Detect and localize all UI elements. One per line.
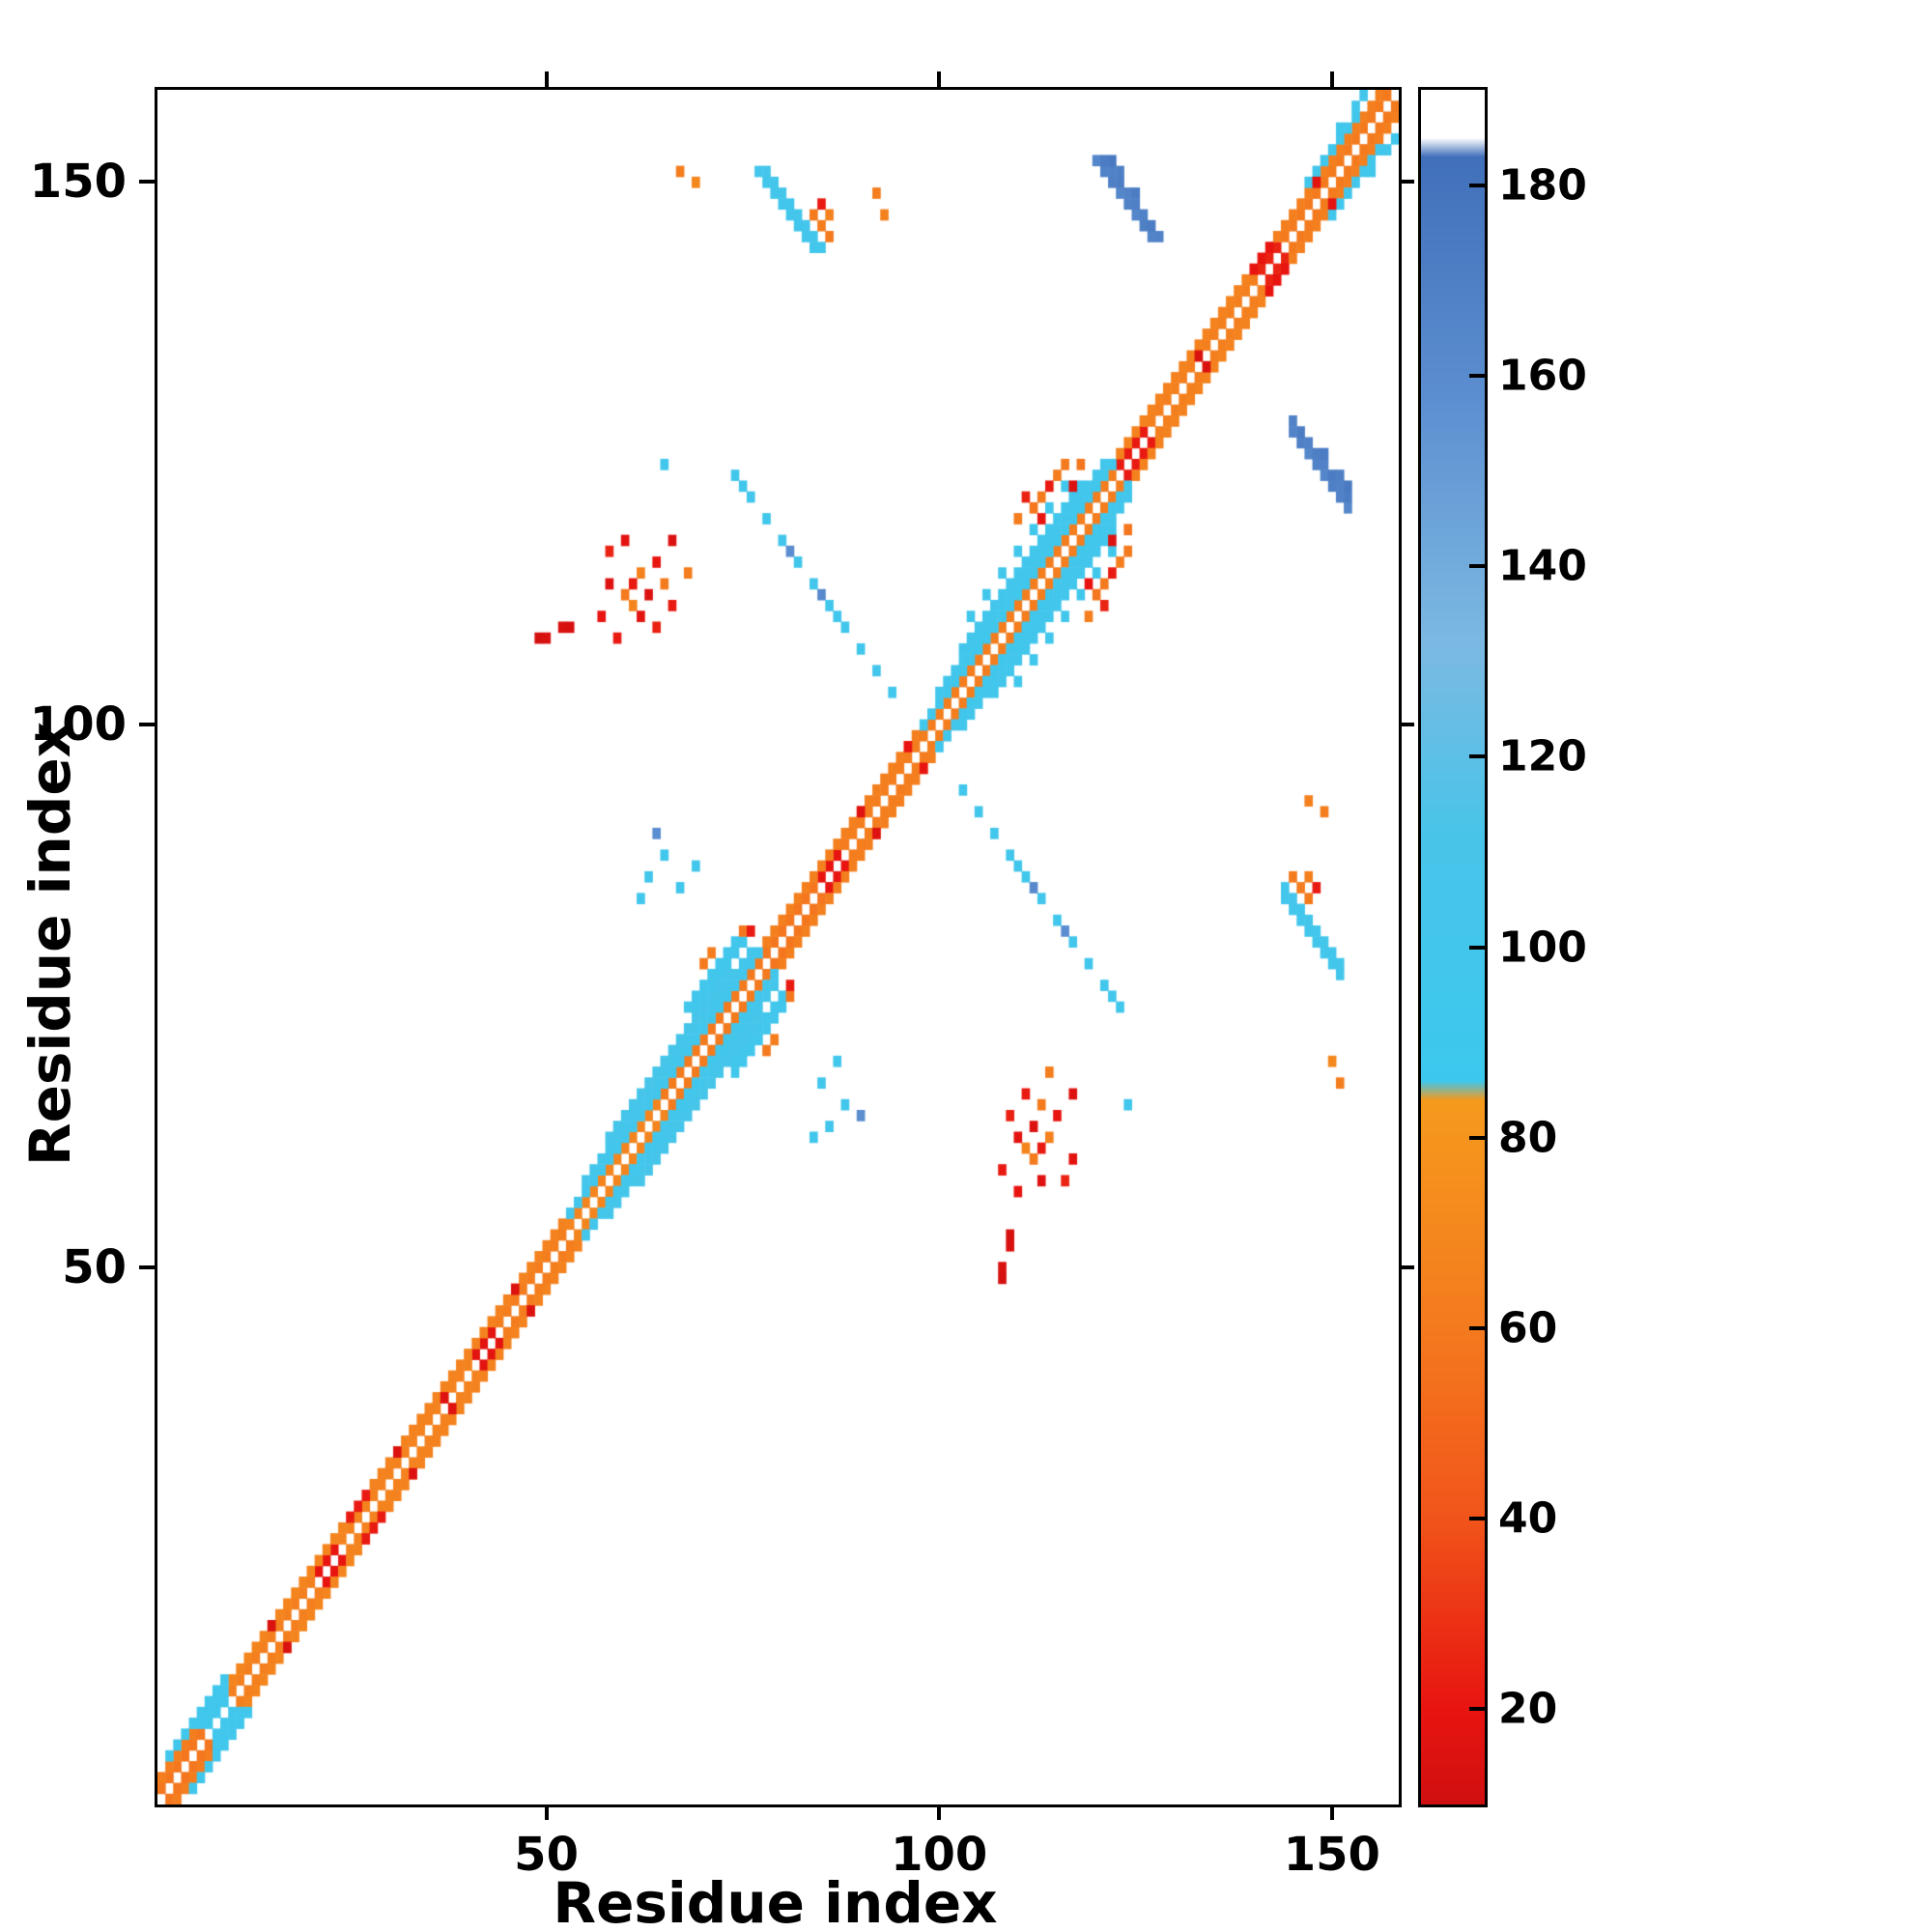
x-tick-mark-top: [1329, 71, 1334, 87]
y-tick-mark-right: [1399, 1264, 1414, 1269]
x-tick-label: 100: [891, 1828, 988, 1882]
y-tick-mark-right: [1399, 180, 1414, 185]
y-tick-label: 100: [29, 697, 127, 753]
colorbar-tick-label: 80: [1498, 1113, 1558, 1163]
colorbar-tick-mark: [1469, 183, 1485, 187]
colorbar-tick-label: 100: [1498, 923, 1587, 972]
colorbar-tick-mark: [1469, 373, 1485, 378]
x-tick-mark-top: [937, 71, 942, 87]
colorbar-tick-mark: [1469, 1707, 1485, 1712]
colorbar: 20 40 60 80 100 120 140 160 180: [1418, 87, 1587, 1807]
y-tick-mark: [139, 723, 155, 727]
colorbar-tick-label: 120: [1498, 731, 1587, 781]
x-tick-mark-top: [544, 71, 549, 87]
plot-area: 50 100 150 50 100 150: [30, 71, 1414, 1882]
y-tick-mark-right: [1399, 723, 1414, 727]
y-tick-mark: [139, 180, 155, 185]
colorbar-tick-label: 160: [1498, 351, 1587, 401]
y-tick-mark: [139, 1264, 155, 1269]
x-axis-label: Residue index: [553, 1870, 998, 1932]
colorbar-tick-mark: [1469, 754, 1485, 759]
colorbar-tick-label: 140: [1498, 541, 1587, 591]
colorbar-tick-label: 60: [1498, 1303, 1558, 1353]
colorbar-tick-label: 180: [1498, 160, 1587, 211]
colorbar-tick-mark: [1469, 1135, 1485, 1140]
y-tick-label: 150: [29, 155, 127, 210]
colorbar-tick-label: 20: [1498, 1684, 1558, 1734]
y-axis-label: Residue index: [17, 721, 83, 1167]
heatmap-canvas: [157, 90, 1399, 1804]
x-tick-mark: [544, 1804, 549, 1820]
y-tick-label: 50: [62, 1239, 127, 1294]
x-tick-label: 50: [514, 1828, 579, 1882]
colorbar-tick-label: 40: [1498, 1493, 1558, 1544]
x-tick-mark: [1329, 1804, 1334, 1820]
colorbar-tick-mark: [1469, 564, 1485, 569]
colorbar-tick-mark: [1469, 1517, 1485, 1521]
colorbar-tick-mark: [1469, 945, 1485, 950]
x-tick-label: 150: [1283, 1828, 1380, 1882]
colorbar-tick-mark: [1469, 1325, 1485, 1330]
x-tick-mark: [937, 1804, 942, 1820]
